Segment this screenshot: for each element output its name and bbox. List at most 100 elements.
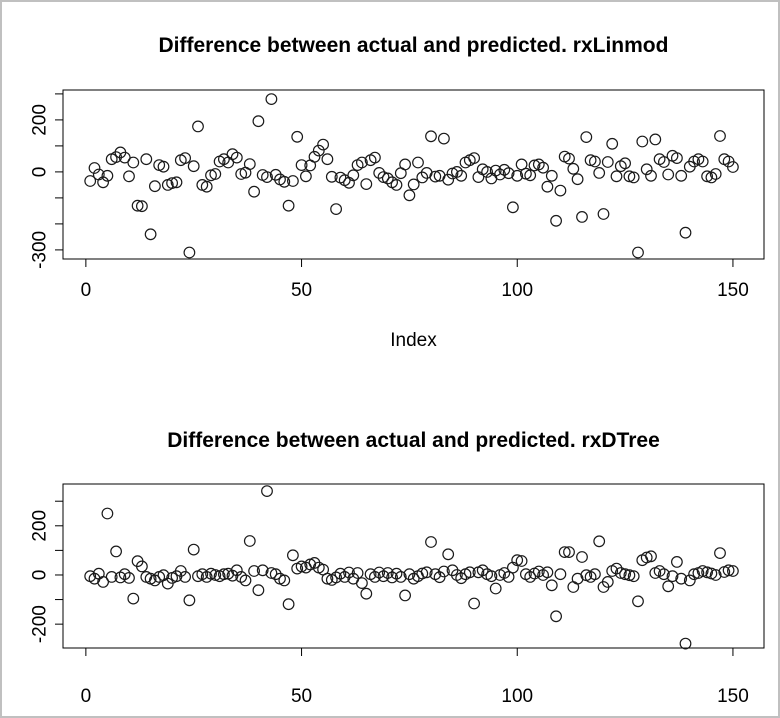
data-point <box>614 567 627 579</box>
scatter-plot-rxdtree: 0 50 100 150 200 0 -200 <box>30 483 765 707</box>
scatter-plot-rxlinmod: 0 50 100 150 200 0 -300 <box>30 89 765 301</box>
data-point <box>502 167 515 180</box>
data-point <box>593 535 606 548</box>
x-tick-label: 100 <box>501 686 533 707</box>
data-point <box>623 170 636 183</box>
data-point <box>485 570 498 583</box>
data-point <box>619 568 631 581</box>
data-point <box>261 171 273 184</box>
y-tick-label: 0 <box>30 167 51 178</box>
data-point <box>148 180 161 193</box>
data-point <box>252 584 265 597</box>
data-point <box>429 170 442 183</box>
data-point <box>455 572 468 585</box>
data-point <box>420 566 433 579</box>
data-point <box>356 156 368 169</box>
data-point <box>645 550 657 563</box>
x-axis-label-index: Index <box>390 330 437 351</box>
data-point <box>683 574 696 587</box>
data-point <box>524 570 537 583</box>
data-point <box>511 554 524 567</box>
data-point <box>589 568 601 581</box>
x-tick-label: 100 <box>501 280 533 301</box>
data-point <box>541 566 554 579</box>
data-point <box>671 555 683 568</box>
data-point <box>235 570 248 583</box>
data-point <box>498 163 511 176</box>
data-point <box>300 170 312 183</box>
data-point <box>537 161 549 174</box>
data-point <box>563 152 575 165</box>
data-point <box>679 226 692 239</box>
data-point <box>360 178 373 191</box>
data-point <box>675 572 688 585</box>
data-point <box>481 165 494 178</box>
data-point <box>217 568 230 581</box>
data-point <box>451 165 463 178</box>
x-tick-label: 50 <box>291 686 312 707</box>
data-point <box>287 549 299 562</box>
data-point <box>179 152 192 165</box>
data-point <box>330 203 343 216</box>
x-tick-label: 0 <box>81 280 92 301</box>
data-point <box>97 176 109 189</box>
data-point <box>468 597 481 610</box>
data-point <box>105 570 118 583</box>
y-tick-label: 200 <box>30 510 51 542</box>
data-point <box>671 152 683 165</box>
data-point <box>576 551 588 563</box>
data-point <box>658 156 670 168</box>
plot-box <box>62 483 765 649</box>
data-point <box>261 485 273 498</box>
data-point <box>101 507 114 520</box>
data-point <box>84 175 97 187</box>
plot-box <box>62 89 765 260</box>
data-point <box>567 162 580 175</box>
data-point <box>321 153 334 166</box>
data-point <box>709 168 722 180</box>
data-point <box>714 547 726 560</box>
data-point <box>135 200 148 213</box>
data-point <box>230 564 243 577</box>
data-point <box>489 164 502 177</box>
data-point <box>282 199 295 212</box>
data-point <box>209 168 222 180</box>
data-point <box>399 158 412 171</box>
data-point <box>252 115 265 128</box>
data-point <box>183 594 196 607</box>
data-point <box>563 546 575 559</box>
data-point <box>425 130 437 143</box>
data-point <box>381 172 394 185</box>
data-point <box>179 570 192 583</box>
data-point <box>166 177 179 190</box>
data-point <box>463 566 476 579</box>
data-point <box>312 144 325 157</box>
data-point <box>101 169 114 182</box>
data-point <box>645 169 657 182</box>
data-point <box>127 592 140 605</box>
data-point <box>511 169 524 182</box>
data-point <box>265 567 278 579</box>
data-point <box>550 610 562 623</box>
data-point <box>369 570 381 583</box>
data-point <box>597 208 610 220</box>
data-point <box>192 120 204 133</box>
data-point <box>632 246 644 259</box>
data-point <box>498 567 511 579</box>
data-point <box>123 571 135 584</box>
x-tick-label: 0 <box>81 686 92 707</box>
data-point <box>554 568 567 581</box>
data-point <box>187 160 200 173</box>
data-point <box>407 178 420 191</box>
data-point <box>640 551 653 564</box>
data-point <box>399 589 412 602</box>
data-point <box>356 577 368 590</box>
y-tick-label: -300 <box>30 231 51 269</box>
data-point <box>438 565 450 578</box>
data-point <box>666 570 679 583</box>
data-point <box>675 169 688 182</box>
data-point <box>468 152 481 165</box>
data-point <box>567 581 580 593</box>
data-point <box>606 137 619 150</box>
